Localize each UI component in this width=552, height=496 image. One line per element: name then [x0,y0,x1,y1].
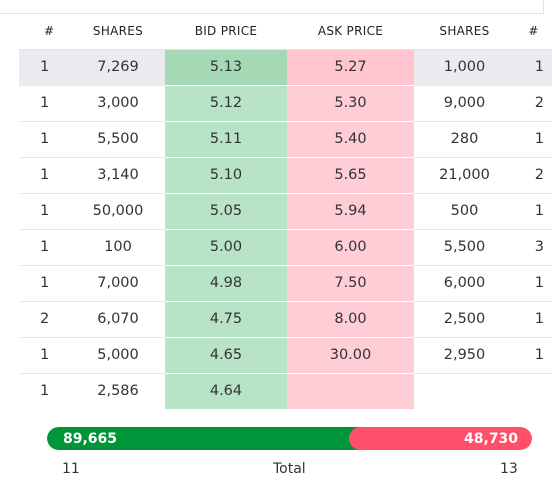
bid-order-count: 1 [19,85,71,122]
bid-shares: 5,000 [71,337,165,374]
bid-order-count: 1 [19,49,71,86]
bid-price: 5.11 [165,121,287,158]
totals-row: 11 Total 13 [0,461,552,481]
bid-shares: 6,070 [71,301,165,338]
ask-price: 30.00 [287,337,414,374]
bid-order-count: 2 [19,301,71,338]
bid-shares: 5,500 [71,121,165,158]
ask-order-count: 1 [515,301,552,338]
ask-shares: 2,950 [414,337,515,374]
ask-volume-bar: 48,730 [349,427,532,450]
bid-order-count: 1 [19,229,71,266]
ask-shares: 21,000 [414,157,515,194]
ask-order-count: 1 [515,337,552,374]
bid-price: 5.05 [165,193,287,230]
bid-shares: 7,269 [71,49,165,86]
bid-order-count: 1 [19,337,71,374]
table-row[interactable]: 1 7,000 4.98 7.50 6,000 1 [19,265,552,302]
bid-orders-total: 11 [62,461,80,477]
table-row[interactable]: 1 5,500 5.11 5.40 280 1 [19,121,552,158]
table-row[interactable]: 1 2,586 4.64 [19,373,552,409]
bid-shares: 3,140 [71,157,165,194]
bid-order-count: 1 [40,383,50,400]
ask-shares: 2,500 [414,301,515,338]
ask-order-count: 3 [515,229,552,266]
ask-price: 5.94 [287,193,414,230]
ask-order-count: 1 [515,49,552,86]
table-row[interactable]: 1 50,000 5.05 5.94 500 1 [19,193,552,230]
header-ask-shares: SHARES [414,14,515,50]
bid-price: 5.00 [165,229,287,266]
bid-shares: 7,000 [71,265,165,302]
panel-top-border [0,0,544,14]
ask-price: 5.27 [287,49,414,86]
ask-price: 8.00 [287,301,414,338]
bid-order-count: 1 [19,157,71,194]
ask-orders-total: 13 [500,461,518,477]
bid-order-count: 1 [19,121,71,158]
bid-order-count: 1 [19,193,71,230]
bid-volume-total: 89,665 [63,430,118,447]
ask-price: 5.30 [287,85,414,122]
table-header-row: # SHARES BID PRICE ASK PRICE SHARES # [19,14,552,50]
bid-price: 4.75 [165,301,287,338]
table-row[interactable]: 1 7,269 5.13 5.27 1,000 1 [19,49,552,86]
bid-price: 4.65 [165,337,287,374]
ask-order-count: 1 [515,193,552,230]
header-bid-count: # [19,14,71,50]
ask-order-count: 2 [515,157,552,194]
bid-price: 5.12 [165,85,287,122]
ask-price: 5.65 [287,157,414,194]
ask-price: 6.00 [287,229,414,266]
ask-order-count: 1 [515,265,552,302]
ask-order-count: 2 [515,85,552,122]
bid-price: 5.13 [165,49,287,86]
table-row[interactable]: 1 3,000 5.12 5.30 9,000 2 [19,85,552,122]
ask-order-count: 1 [515,121,552,158]
ask-shares: 1,000 [414,49,515,86]
bid-volume-bar: 89,665 [47,427,362,450]
table-row[interactable]: 1 3,140 5.10 5.65 21,000 2 [19,157,552,194]
header-bid-price: BID PRICE [165,14,287,50]
volume-bar: 89,665 48,730 [47,427,532,450]
table-row[interactable]: 2 6,070 4.75 8.00 2,500 1 [19,301,552,338]
ask-shares [414,373,515,409]
ask-shares: 280 [414,121,515,158]
header-bid-shares: SHARES [71,14,165,50]
ask-shares: 6,000 [414,265,515,302]
ask-price: 5.40 [287,121,414,158]
ask-order-count [515,373,552,409]
bid-shares: 3,000 [71,85,165,122]
ask-shares: 5,500 [414,229,515,266]
bid-price: 4.64 [165,373,287,409]
ask-price [287,373,414,409]
ask-shares: 500 [414,193,515,230]
bid-price: 4.98 [165,265,287,302]
ask-shares: 9,000 [414,85,515,122]
bid-shares: 2,586 [97,383,139,400]
totals-label: Total [273,461,306,477]
header-ask-price: ASK PRICE [287,14,414,50]
bid-shares: 100 [71,229,165,266]
ask-price: 7.50 [287,265,414,302]
header-ask-count: # [515,14,552,50]
bid-shares: 50,000 [71,193,165,230]
bid-price: 5.10 [165,157,287,194]
table-row[interactable]: 1 5,000 4.65 30.00 2,950 1 [19,337,552,374]
table-row[interactable]: 1 100 5.00 6.00 5,500 3 [19,229,552,266]
bid-order-count: 1 [19,265,71,302]
ask-volume-total: 48,730 [463,430,518,447]
